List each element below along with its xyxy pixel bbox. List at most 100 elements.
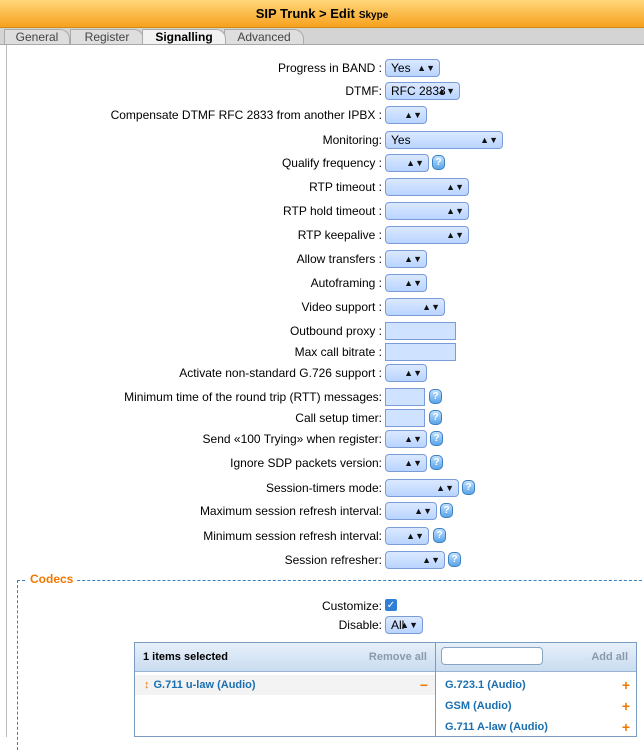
ignore-sdp-label: Ignore SDP packets version:: [230, 456, 382, 470]
progress-in-band-select[interactable]: Yes ▲▼: [385, 59, 440, 77]
add-icon[interactable]: +: [621, 677, 630, 693]
help-icon[interactable]: ?: [440, 503, 453, 518]
row-rtp-timeout: RTP timeout : ▲▼: [0, 177, 644, 197]
tab-register[interactable]: Register: [70, 29, 144, 44]
available-codecs-header: Add all: [436, 643, 636, 672]
add-all-button[interactable]: Add all: [591, 651, 628, 663]
disable-label: Disable:: [338, 618, 382, 632]
min-session-refresh-select[interactable]: ▲▼: [385, 527, 429, 545]
compensate-dtmf-select[interactable]: ▲▼: [385, 106, 427, 124]
row-max-call-bitrate: Max call bitrate :: [0, 342, 644, 362]
row-autoframing: Autoframing : ▲▼: [0, 273, 644, 293]
g726-support-label: Activate non-standard G.726 support :: [179, 366, 382, 380]
row-disable: Disable: All ▲▼: [0, 615, 644, 635]
remove-all-button[interactable]: Remove all: [368, 651, 427, 663]
send-100-trying-select[interactable]: ▲▼: [385, 430, 427, 448]
row-min-session-refresh: Minimum session refresh interval: ▲▼ ?: [0, 526, 644, 546]
chevron-updown-icon: ▲▼: [436, 483, 454, 493]
chevron-updown-icon: ▲▼: [446, 230, 464, 240]
row-compensate-dtmf: Compensate DTMF RFC 2833 from another IP…: [0, 105, 644, 125]
help-icon[interactable]: ?: [430, 431, 443, 446]
rtp-hold-timeout-select[interactable]: ▲▼: [385, 202, 469, 220]
customize-checkbox[interactable]: ✓: [385, 599, 397, 611]
selected-codec-item[interactable]: ↕ G.711 u-law (Audio) −: [135, 675, 435, 695]
page-title: SIP Trunk > Edit: [255, 6, 355, 21]
help-icon[interactable]: ?: [430, 455, 443, 470]
remove-icon[interactable]: −: [419, 677, 428, 693]
allow-transfers-label: Allow transfers :: [296, 252, 382, 266]
help-icon[interactable]: ?: [429, 410, 442, 425]
session-timers-mode-select[interactable]: ▲▼: [385, 479, 459, 497]
chevron-updown-icon: ▲▼: [406, 531, 424, 541]
chevron-updown-icon: ▲▼: [446, 182, 464, 192]
tab-advanced[interactable]: Advanced: [224, 29, 304, 44]
selected-codecs-header: 1 items selected Remove all: [135, 643, 435, 672]
outbound-proxy-input[interactable]: [385, 322, 456, 340]
ignore-sdp-select[interactable]: ▲▼: [385, 454, 427, 472]
chevron-updown-icon: ▲▼: [404, 278, 422, 288]
add-icon[interactable]: +: [621, 698, 630, 714]
progress-in-band-label: Progress in BAND :: [277, 61, 382, 75]
call-setup-timer-input[interactable]: [385, 409, 425, 427]
codecs-fieldset: [17, 580, 644, 750]
available-codec-item[interactable]: GSM (Audio) +: [436, 696, 636, 716]
g726-support-select[interactable]: ▲▼: [385, 364, 427, 382]
rtp-keepalive-select[interactable]: ▲▼: [385, 226, 469, 244]
tab-bar: General Register Signalling Advanced: [0, 28, 644, 45]
help-icon[interactable]: ?: [448, 552, 461, 567]
selected-codec-label: G.711 u-law (Audio): [153, 679, 256, 691]
tab-signalling[interactable]: Signalling: [142, 29, 226, 44]
codec-search-input[interactable]: [441, 647, 543, 665]
rtp-keepalive-label: RTP keepalive :: [297, 228, 382, 242]
add-icon[interactable]: +: [621, 719, 630, 735]
chevron-updown-icon: ▲▼: [422, 302, 440, 312]
chevron-updown-icon: ▲▼: [417, 63, 435, 73]
monitoring-select[interactable]: Yes ▲▼: [385, 131, 503, 149]
autoframing-label: Autoframing :: [310, 276, 382, 290]
allow-transfers-select[interactable]: ▲▼: [385, 250, 427, 268]
available-codec-label: G.711 A-law (Audio): [445, 721, 548, 733]
help-icon[interactable]: ?: [432, 155, 445, 170]
video-support-select[interactable]: ▲▼: [385, 298, 445, 316]
chevron-updown-icon: ▲▼: [414, 506, 432, 516]
row-allow-transfers: Allow transfers : ▲▼: [0, 249, 644, 269]
rtt-min-input[interactable]: [385, 388, 425, 406]
chevron-updown-icon: ▲▼: [400, 620, 418, 630]
row-customize: Customize:: [0, 596, 644, 616]
codecs-legend: Codecs: [26, 572, 78, 586]
compensate-dtmf-label: Compensate DTMF RFC 2833 from another IP…: [110, 108, 382, 122]
chevron-updown-icon: ▲▼: [480, 135, 498, 145]
max-call-bitrate-input[interactable]: [385, 343, 456, 361]
customize-label: Customize:: [321, 599, 382, 613]
video-support-label: Video support :: [301, 300, 382, 314]
qualify-frequency-select[interactable]: ▲▼: [385, 154, 429, 172]
max-session-refresh-select[interactable]: ▲▼: [385, 502, 437, 520]
row-session-timers-mode: Session-timers mode: ▲▼ ?: [0, 478, 644, 498]
help-icon[interactable]: ?: [433, 528, 446, 543]
drag-handle-icon[interactable]: ↕: [144, 679, 150, 691]
max-call-bitrate-label: Max call bitrate :: [294, 345, 382, 359]
row-max-session-refresh: Maximum session refresh interval: ▲▼ ?: [0, 501, 644, 521]
monitoring-label: Monitoring:: [322, 133, 382, 147]
dtmf-value: RFC 2833: [391, 84, 446, 98]
rtp-timeout-select[interactable]: ▲▼: [385, 178, 469, 196]
row-dtmf: DTMF: RFC 2833 ▲▼: [0, 81, 644, 101]
row-send-100-trying: Send «100 Trying» when register: ▲▼ ?: [0, 429, 644, 449]
rtt-min-label: Minimum time of the round trip (RTT) mes…: [124, 390, 382, 404]
dtmf-label: DTMF:: [345, 84, 382, 98]
chevron-updown-icon: ▲▼: [404, 458, 422, 468]
selected-count: 1 items selected: [143, 651, 228, 663]
tab-general[interactable]: General: [4, 29, 70, 44]
autoframing-select[interactable]: ▲▼: [385, 274, 427, 292]
help-icon[interactable]: ?: [462, 480, 475, 495]
session-refresher-select[interactable]: ▲▼: [385, 551, 445, 569]
row-outbound-proxy: Outbound proxy :: [0, 321, 644, 341]
available-codec-item[interactable]: G.711 A-law (Audio) +: [436, 717, 636, 737]
chevron-updown-icon: ▲▼: [446, 206, 464, 216]
help-icon[interactable]: ?: [429, 389, 442, 404]
disable-select[interactable]: All ▲▼: [385, 616, 423, 634]
available-codec-item[interactable]: G.723.1 (Audio) +: [436, 675, 636, 695]
progress-in-band-value: Yes: [391, 61, 411, 75]
dtmf-select[interactable]: RFC 2833 ▲▼: [385, 82, 460, 100]
title-bar: SIP Trunk > Edit Skype: [0, 0, 644, 28]
